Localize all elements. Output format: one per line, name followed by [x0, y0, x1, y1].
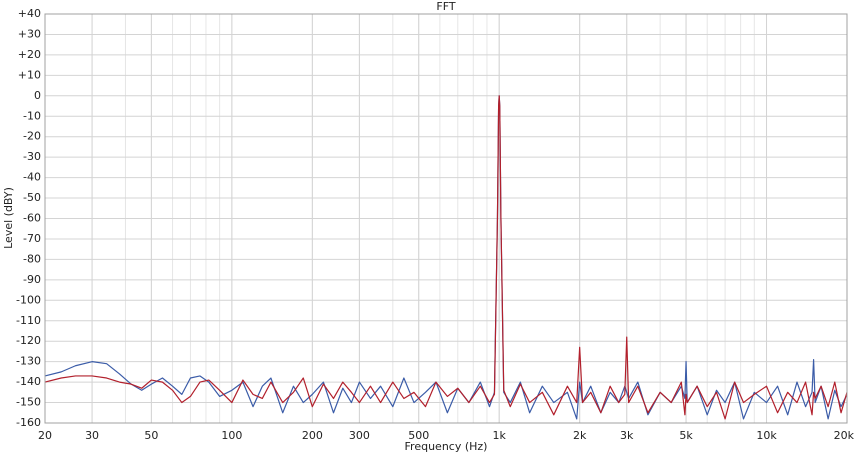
y-axis-title: Level (dBY)	[2, 187, 15, 249]
y-tick-label: -90	[23, 273, 41, 286]
x-tick-label: 500	[408, 429, 429, 442]
x-tick-label: 10k	[756, 429, 777, 442]
y-tick-label: -10	[23, 109, 41, 122]
y-tick-label: -30	[23, 150, 41, 163]
x-tick-label: 50	[144, 429, 158, 442]
x-tick-label: 200	[302, 429, 323, 442]
y-tick-label: -140	[16, 375, 41, 388]
y-tick-label: -130	[16, 355, 41, 368]
x-tick-label: 3k	[620, 429, 634, 442]
plot	[44, 95, 848, 420]
y-tick-label: +10	[18, 68, 41, 81]
y-tick-label: -110	[16, 314, 41, 327]
y-tick-label: -50	[23, 191, 41, 204]
y-tick-label: +30	[18, 27, 41, 40]
y-tick-label: +40	[18, 7, 41, 20]
x-tick-label: 20	[38, 429, 52, 442]
x-tick-label: 30	[85, 429, 99, 442]
x-tick-label: 20k	[834, 429, 855, 442]
y-tick-label: -20	[23, 130, 41, 143]
x-tick-label: 2k	[573, 429, 587, 442]
y-tick-label: -80	[23, 252, 41, 265]
plot-border	[44, 13, 848, 424]
y-tick-label: -70	[23, 232, 41, 245]
x-tick-label: 5k	[679, 429, 693, 442]
x-tick-label: 100	[221, 429, 242, 442]
y-tick-label: 0	[34, 89, 41, 102]
x-axis-title: Frequency (Hz)	[405, 440, 488, 453]
grid	[44, 13, 848, 424]
x-tick-label: 300	[349, 429, 370, 442]
y-tick-label: -60	[23, 212, 41, 225]
x-tick-label: 1k	[493, 429, 507, 442]
series-line	[44, 95, 848, 420]
y-tick-label: -100	[16, 293, 41, 306]
y-tick-label: -120	[16, 334, 41, 347]
y-tick-label: -160	[16, 416, 41, 429]
chart-title: FFT	[436, 0, 455, 13]
y-tick-label: -150	[16, 396, 41, 409]
y-tick-label: +20	[18, 48, 41, 61]
y-tick-label: -40	[23, 171, 41, 184]
